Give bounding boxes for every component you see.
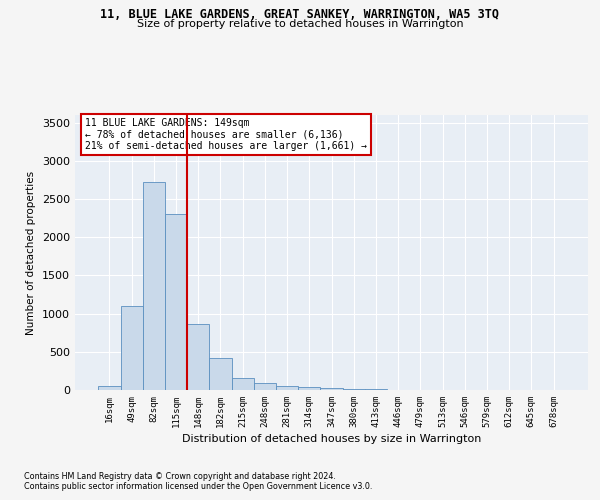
- Y-axis label: Number of detached properties: Number of detached properties: [26, 170, 37, 334]
- X-axis label: Distribution of detached houses by size in Warrington: Distribution of detached houses by size …: [182, 434, 481, 444]
- Text: 11 BLUE LAKE GARDENS: 149sqm
← 78% of detached houses are smaller (6,136)
21% of: 11 BLUE LAKE GARDENS: 149sqm ← 78% of de…: [85, 118, 367, 151]
- Bar: [187, 324, 209, 390]
- Text: Contains public sector information licensed under the Open Government Licence v3: Contains public sector information licen…: [24, 482, 373, 491]
- Bar: [320, 388, 343, 390]
- Bar: [121, 306, 143, 390]
- Bar: [298, 387, 320, 390]
- Bar: [276, 386, 298, 390]
- Bar: [165, 214, 187, 390]
- Bar: [98, 386, 121, 390]
- Bar: [232, 378, 254, 390]
- Bar: [143, 182, 165, 390]
- Text: Contains HM Land Registry data © Crown copyright and database right 2024.: Contains HM Land Registry data © Crown c…: [24, 472, 336, 481]
- Text: Size of property relative to detached houses in Warrington: Size of property relative to detached ho…: [137, 19, 463, 29]
- Bar: [209, 358, 232, 390]
- Bar: [343, 389, 365, 390]
- Text: 11, BLUE LAKE GARDENS, GREAT SANKEY, WARRINGTON, WA5 3TQ: 11, BLUE LAKE GARDENS, GREAT SANKEY, WAR…: [101, 8, 499, 20]
- Bar: [254, 383, 276, 390]
